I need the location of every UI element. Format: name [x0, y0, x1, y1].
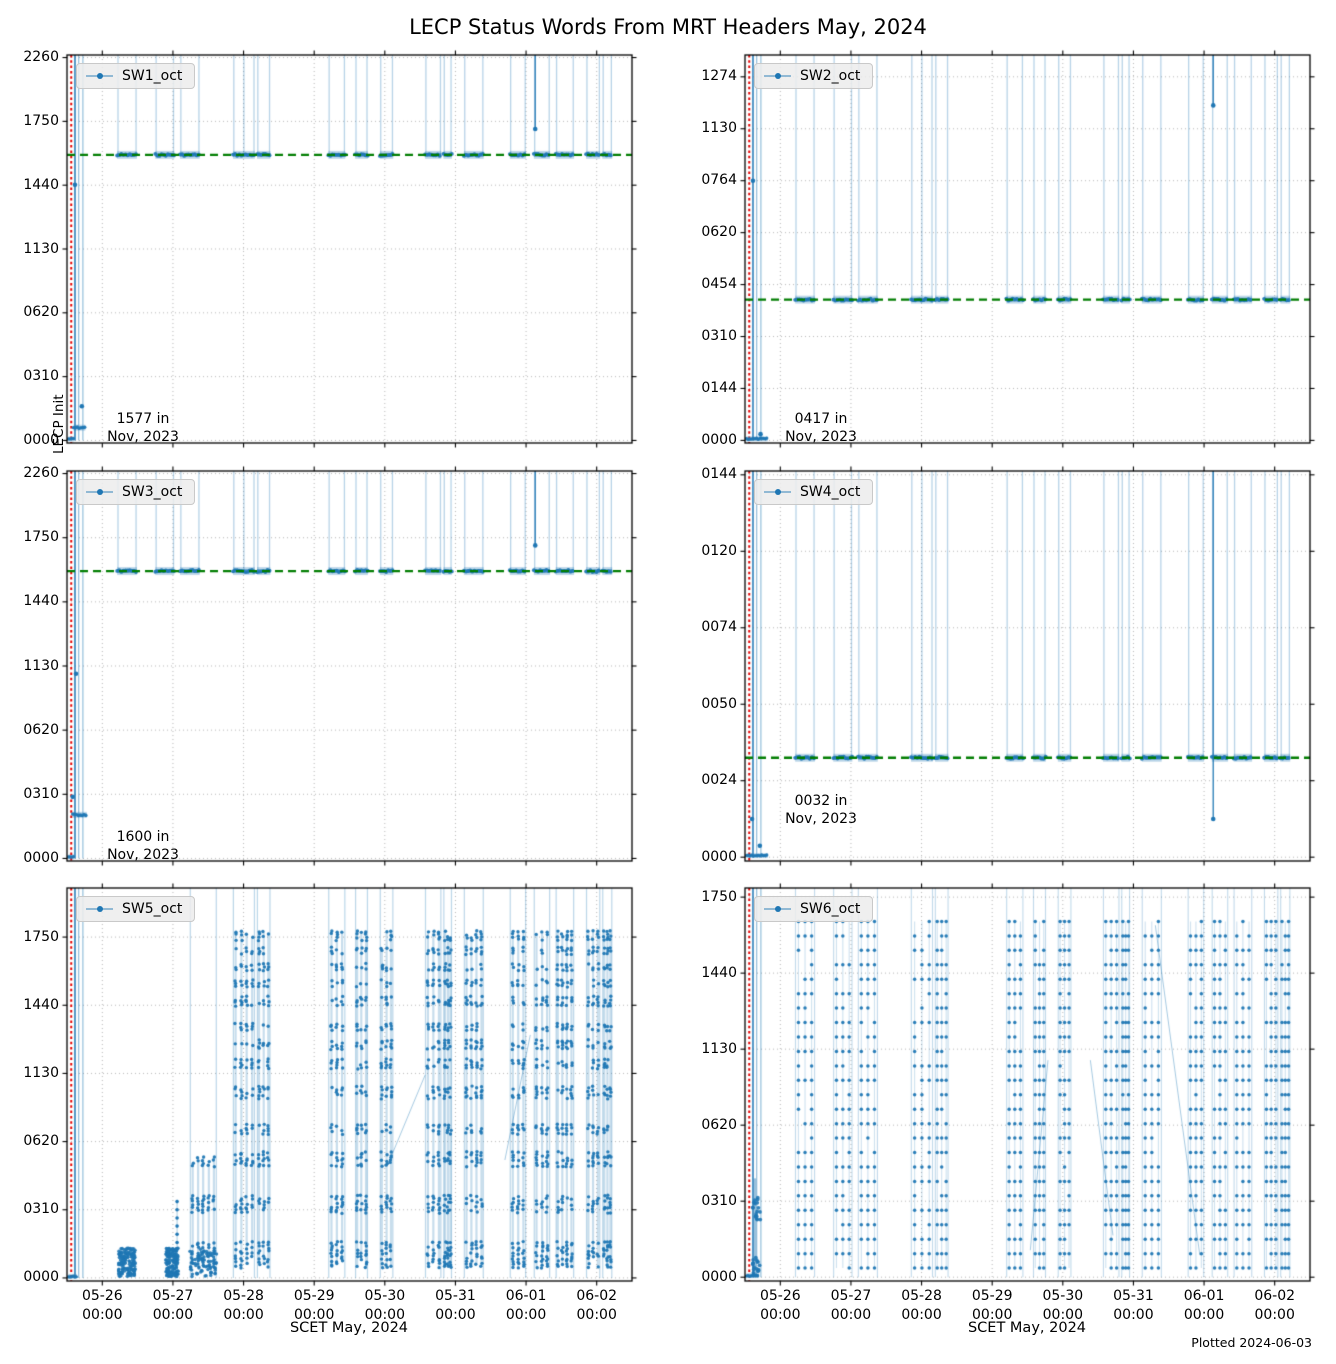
legend-label: SW5_oct: [122, 901, 183, 917]
y-tick-label: 1750: [23, 928, 59, 945]
plotted-date-note: Plotted 2024-06-03: [1191, 1335, 1312, 1350]
y-tick-label: 0310: [701, 1192, 737, 1209]
y-tick-label: 0000: [701, 1268, 737, 1285]
y-tick-label: 2260: [23, 465, 59, 482]
legend-label: SW2_oct: [800, 68, 861, 84]
y-tick-label: 0000: [701, 848, 737, 865]
y-tick-label: 1750: [23, 112, 59, 129]
x-tick-label: 06-02 00:00: [576, 1288, 618, 1323]
y-tick-label: 2260: [23, 49, 59, 66]
y-tick-label: 0620: [23, 1133, 59, 1150]
annotation-sw1: 1577 in Nov, 2023: [95, 411, 191, 446]
legend-label: SW6_oct: [800, 901, 861, 917]
annotation-sw2: 0417 in Nov, 2023: [773, 411, 869, 446]
legend-marker-icon: [764, 487, 791, 497]
x-tick-label: 05-27 00:00: [830, 1288, 872, 1323]
annotation-line: 0417 in: [794, 411, 848, 427]
y-tick-label: 0074: [701, 619, 737, 636]
legend-marker-icon: [764, 71, 791, 81]
x-tick-label: 05-29 00:00: [971, 1288, 1013, 1323]
legend-sw5: SW5_oct: [76, 896, 196, 922]
y-tick-label: 0144: [701, 466, 737, 483]
x-tick-label: 05-29 00:00: [293, 1288, 335, 1323]
legend-label: SW3_oct: [122, 484, 183, 500]
x-tick-label: 05-27 00:00: [152, 1288, 194, 1323]
legend-sw2: SW2_oct: [754, 63, 874, 89]
annotation-line: Nov, 2023: [785, 428, 857, 445]
y-tick-label: 0310: [701, 328, 737, 345]
y-tick-label: 1440: [23, 593, 59, 610]
y-tick-label: 0620: [701, 1116, 737, 1133]
annotation-line: Nov, 2023: [785, 810, 857, 827]
annotation-sw3: 1600 in Nov, 2023: [95, 829, 191, 864]
y-tick-label: 0764: [701, 172, 737, 189]
y-tick-label: 1750: [23, 529, 59, 546]
x-tick-label: 06-01 00:00: [1183, 1288, 1225, 1323]
y-tick-label: 1750: [701, 888, 737, 905]
legend-label: SW4_oct: [800, 484, 861, 500]
y-tick-label: 1130: [701, 120, 737, 137]
y-tick-label: 1130: [23, 240, 59, 257]
annotation-line: Nov, 2023: [107, 428, 179, 445]
y-tick-label: 0000: [23, 1269, 59, 1286]
legend-sw3: SW3_oct: [76, 479, 196, 505]
x-axis-label-left: SCET May, 2024: [289, 1320, 409, 1336]
x-tick-label: 05-28 00:00: [901, 1288, 942, 1323]
annotation-line: 1577 in: [116, 411, 170, 427]
y-tick-label: 0620: [23, 304, 59, 321]
y-tick-label: 0000: [23, 431, 59, 448]
annotation-sw4: 0032 in Nov, 2023: [773, 793, 869, 828]
y-tick-label: 0310: [23, 1201, 59, 1218]
annotation-line: Nov, 2023: [107, 846, 179, 863]
x-tick-label: 05-30 00:00: [364, 1288, 406, 1323]
x-tick-label: 06-02 00:00: [1254, 1288, 1296, 1323]
legend-marker-icon: [86, 71, 113, 81]
y-tick-label: 0000: [701, 431, 737, 448]
legend-sw1: SW1_oct: [76, 63, 196, 89]
legend-marker-icon: [86, 904, 113, 914]
y-tick-label: 1440: [701, 964, 737, 981]
y-tick-label: 1130: [701, 1040, 737, 1057]
x-tick-label: 06-01 00:00: [505, 1288, 547, 1323]
y-tick-label: 0000: [23, 849, 59, 866]
x-tick-label: 05-28 00:00: [223, 1288, 264, 1323]
annotation-line: 1600 in: [116, 829, 170, 845]
y-tick-label: 1440: [23, 996, 59, 1013]
lecp-init-label: LECP Init: [51, 394, 67, 455]
y-tick-label: 1130: [23, 657, 59, 674]
y-tick-label: 0620: [701, 224, 737, 241]
y-tick-label: 1274: [701, 68, 737, 85]
y-tick-label: 0024: [701, 772, 737, 789]
y-tick-label: 0310: [23, 368, 59, 385]
y-tick-label: 1130: [23, 1064, 59, 1081]
legend-sw6: SW6_oct: [754, 896, 874, 922]
legend-sw4: SW4_oct: [754, 479, 874, 505]
legend-label: SW1_oct: [122, 68, 183, 84]
x-axis-label-right: SCET May, 2024: [967, 1320, 1087, 1336]
x-tick-label: 05-31 00:00: [435, 1288, 476, 1323]
x-tick-label: 05-30 00:00: [1042, 1288, 1084, 1323]
y-tick-label: 0620: [23, 721, 59, 738]
x-tick-label: 05-26 00:00: [759, 1288, 801, 1323]
y-tick-label: 1440: [23, 176, 59, 193]
y-tick-label: 0144: [701, 379, 737, 396]
y-tick-label: 0050: [701, 695, 737, 712]
y-tick-label: 0454: [701, 276, 737, 293]
x-tick-label: 05-26 00:00: [81, 1288, 123, 1323]
legend-marker-icon: [764, 904, 791, 914]
annotation-line: 0032 in: [794, 793, 848, 809]
y-tick-label: 0310: [23, 785, 59, 802]
x-tick-label: 05-31 00:00: [1113, 1288, 1154, 1323]
figure-title: LECP Status Words From MRT Headers May, …: [409, 15, 927, 39]
y-tick-label: 0120: [701, 542, 737, 559]
legend-marker-icon: [86, 487, 113, 497]
